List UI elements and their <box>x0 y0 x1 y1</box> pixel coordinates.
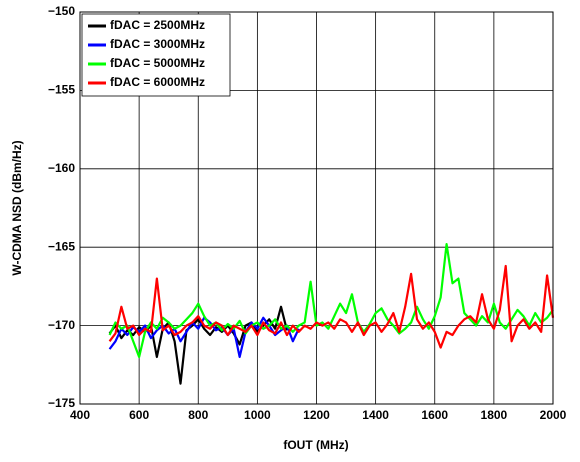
series-line <box>108 305 289 385</box>
x-tick-label: 1800 <box>481 408 508 422</box>
y-tick-label: −175 <box>48 396 75 410</box>
legend-label: fDAC = 2500MHz <box>110 18 205 32</box>
legend-label: fDAC = 6000MHz <box>110 75 205 89</box>
x-tick-label: 600 <box>129 408 149 422</box>
x-tick-label: 1600 <box>421 408 448 422</box>
y-tick-label: −160 <box>48 161 75 175</box>
y-tick-label: −150 <box>48 4 75 18</box>
x-tick-label: 2000 <box>540 408 567 422</box>
legend-label: fDAC = 3000MHz <box>110 37 205 51</box>
y-axis-label: W-CDMA NSD (dBm/Hz) <box>10 140 24 275</box>
x-axis-label: fOUT (MHz) <box>283 438 348 452</box>
x-tick-label: 800 <box>188 408 208 422</box>
x-tick-label: 1200 <box>303 408 330 422</box>
y-tick-label: −155 <box>48 83 75 97</box>
series-line <box>108 264 555 349</box>
y-tick-label: −170 <box>48 318 75 332</box>
x-tick-label: 1400 <box>362 408 389 422</box>
series-line <box>108 242 554 359</box>
x-tick-label: 400 <box>70 408 90 422</box>
y-tick-label: −165 <box>48 239 75 253</box>
x-tick-label: 1000 <box>244 408 271 422</box>
plot-border <box>79 11 554 405</box>
legend-box <box>81 13 231 97</box>
legend-label: fDAC = 5000MHz <box>110 56 205 70</box>
